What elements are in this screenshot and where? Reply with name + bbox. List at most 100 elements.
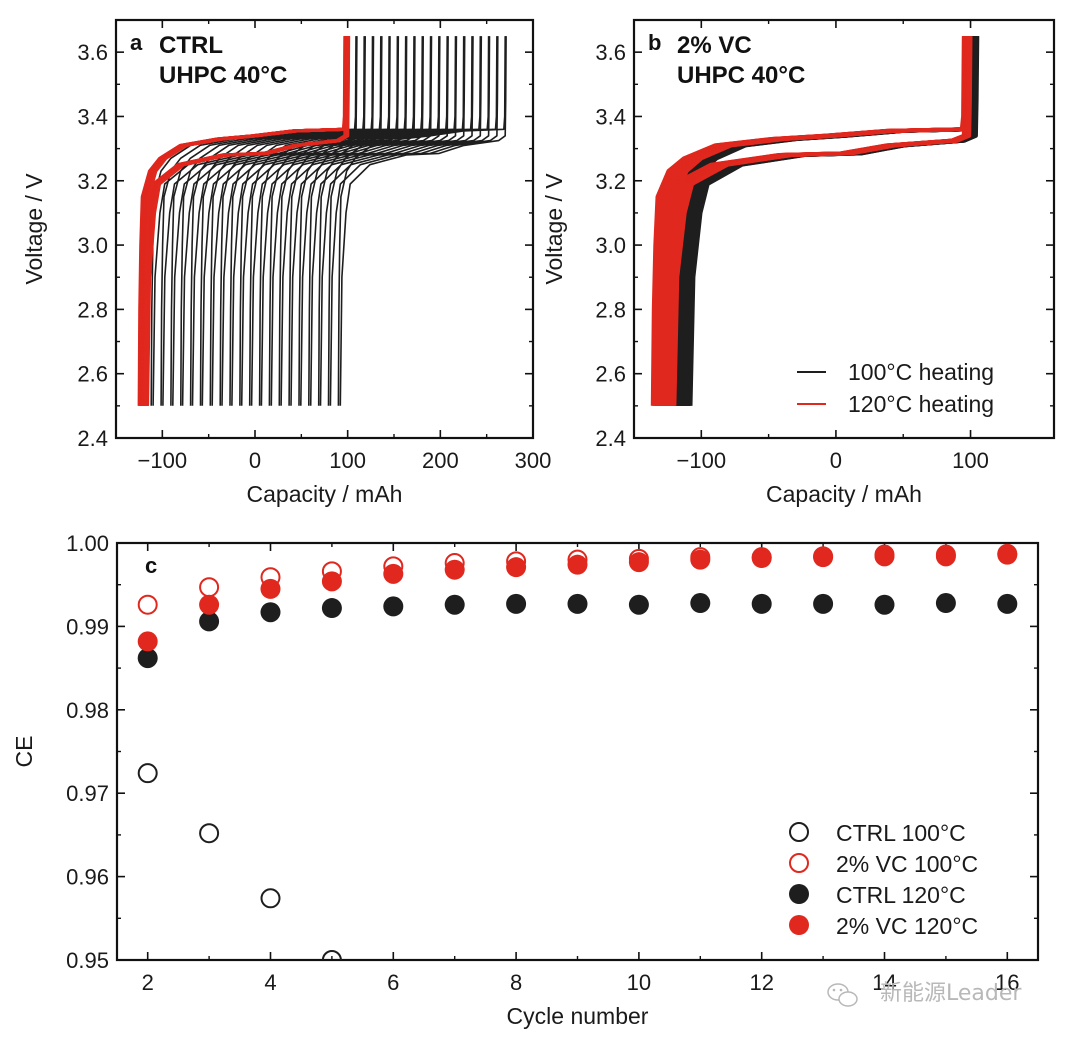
charge-curve <box>668 36 972 406</box>
x-axis-label: Cycle number <box>507 1003 649 1029</box>
watermark-text: 新能源Leader <box>880 981 1022 1006</box>
x-tick-label: −100 <box>138 448 188 473</box>
data-point <box>199 594 220 615</box>
y-tick-label: 3.0 <box>77 233 108 258</box>
data-point <box>935 544 956 565</box>
discharge-curve <box>662 36 969 406</box>
panel-title-line: UHPC 40°C <box>159 62 287 89</box>
series-120-c-heating <box>650 36 973 406</box>
data-point <box>690 593 711 614</box>
x-tick-label: 200 <box>422 448 459 473</box>
legend-label: 120°C heating <box>848 391 994 417</box>
charge-curve <box>688 36 980 406</box>
discharge-curve <box>663 36 970 406</box>
legend: 100°C heating 120°C heating <box>797 359 994 417</box>
discharge-curve <box>199 36 390 406</box>
discharge-curve <box>659 36 969 406</box>
discharge-curve <box>665 36 971 406</box>
data-point <box>628 552 649 573</box>
legend-marker-filled-black <box>789 884 809 904</box>
charge-curve <box>671 36 975 406</box>
data-point <box>383 556 404 577</box>
data-point <box>444 553 465 574</box>
data-point <box>751 548 772 569</box>
x-tick-label: 14 <box>872 970 896 995</box>
data-point <box>628 548 649 569</box>
y-tick-label: 3.4 <box>77 104 108 129</box>
series-2-vc-100-c <box>137 543 1018 615</box>
x-tick-label: 100 <box>329 448 366 473</box>
x-tick-label: 300 <box>515 448 552 473</box>
y-tick-label: 0.96 <box>66 865 109 890</box>
x-tick-label: 10 <box>627 970 651 995</box>
data-point <box>506 557 527 578</box>
charge-curve <box>672 36 973 406</box>
y-tick-label: 3.2 <box>595 169 626 194</box>
charge-curve <box>685 36 979 406</box>
y-tick-label: 2.6 <box>77 362 108 387</box>
x-tick-label: 4 <box>264 970 276 995</box>
discharge-curve <box>676 36 976 406</box>
data-point <box>199 577 220 598</box>
discharge-curve <box>667 36 971 406</box>
wechat-icon <box>827 983 858 1007</box>
data-point <box>383 596 404 617</box>
discharge-curve <box>683 36 978 406</box>
discharge-curve <box>684 36 978 406</box>
charge-curve <box>666 36 971 406</box>
charge-curve <box>143 36 350 406</box>
y-tick-label: 0.95 <box>66 948 109 973</box>
charge-curve <box>683 36 978 406</box>
charge-curve <box>669 36 975 406</box>
charge-curve <box>661 36 970 406</box>
watermark: 新能源Leader <box>827 981 1022 1007</box>
data-point <box>506 593 527 614</box>
discharge-curve <box>669 36 972 406</box>
data-point <box>321 561 342 582</box>
x-tick-label: 16 <box>995 970 1019 995</box>
discharge-curve <box>144 36 350 406</box>
legend: CTRL 100°C 2% VC 100°C CTRL 120°C 2% VC 120… <box>789 820 978 939</box>
x-tick-label: 100 <box>952 448 989 473</box>
plot-frame <box>114 18 535 440</box>
y-tick-label: 1.00 <box>66 531 109 556</box>
data-point <box>260 888 281 909</box>
y-tick-label: 0.98 <box>66 698 109 723</box>
data-point <box>813 547 834 568</box>
series-120-c-heating <box>137 36 351 406</box>
x-tick-label: 6 <box>387 970 399 995</box>
discharge-curve <box>672 36 975 406</box>
discharge-curve <box>653 36 967 406</box>
y-tick-label: 3.0 <box>595 233 626 258</box>
charge-curve <box>663 36 970 406</box>
data-point <box>935 593 956 614</box>
data-point <box>321 571 342 592</box>
legend-label: CTRL 100°C <box>836 820 966 846</box>
legend-label: CTRL 120°C <box>836 882 966 908</box>
curves <box>650 36 980 406</box>
discharge-curve <box>658 36 968 406</box>
legend-marker-filled-red <box>789 915 809 935</box>
x-tick-label: −100 <box>677 448 727 473</box>
charge-curve <box>676 36 976 406</box>
data-point <box>199 611 220 632</box>
data-point <box>506 551 527 572</box>
y-axis-label: Voltage / V <box>21 173 47 285</box>
data-point <box>567 549 588 570</box>
charge-curve <box>675 36 976 406</box>
data-point <box>997 544 1018 565</box>
charge-curve <box>656 36 968 406</box>
panel-c-coulombic-efficiency: 2 4 6 8 10 12 14 16 0.95 0.96 0.97 0.98 0.99 1.00 Cycl… <box>11 531 1040 1029</box>
discharge-curve <box>664 36 970 406</box>
data-point <box>199 823 220 844</box>
series-100-c-heating <box>665 36 980 406</box>
charge-curve <box>684 36 979 406</box>
data-point <box>751 593 772 614</box>
legend-label: 100°C heating <box>848 359 994 385</box>
data-point <box>997 593 1018 614</box>
charge-curve <box>680 36 978 406</box>
discharge-curve <box>654 36 967 406</box>
charge-curve <box>664 36 971 406</box>
discharge-curve <box>680 36 977 406</box>
